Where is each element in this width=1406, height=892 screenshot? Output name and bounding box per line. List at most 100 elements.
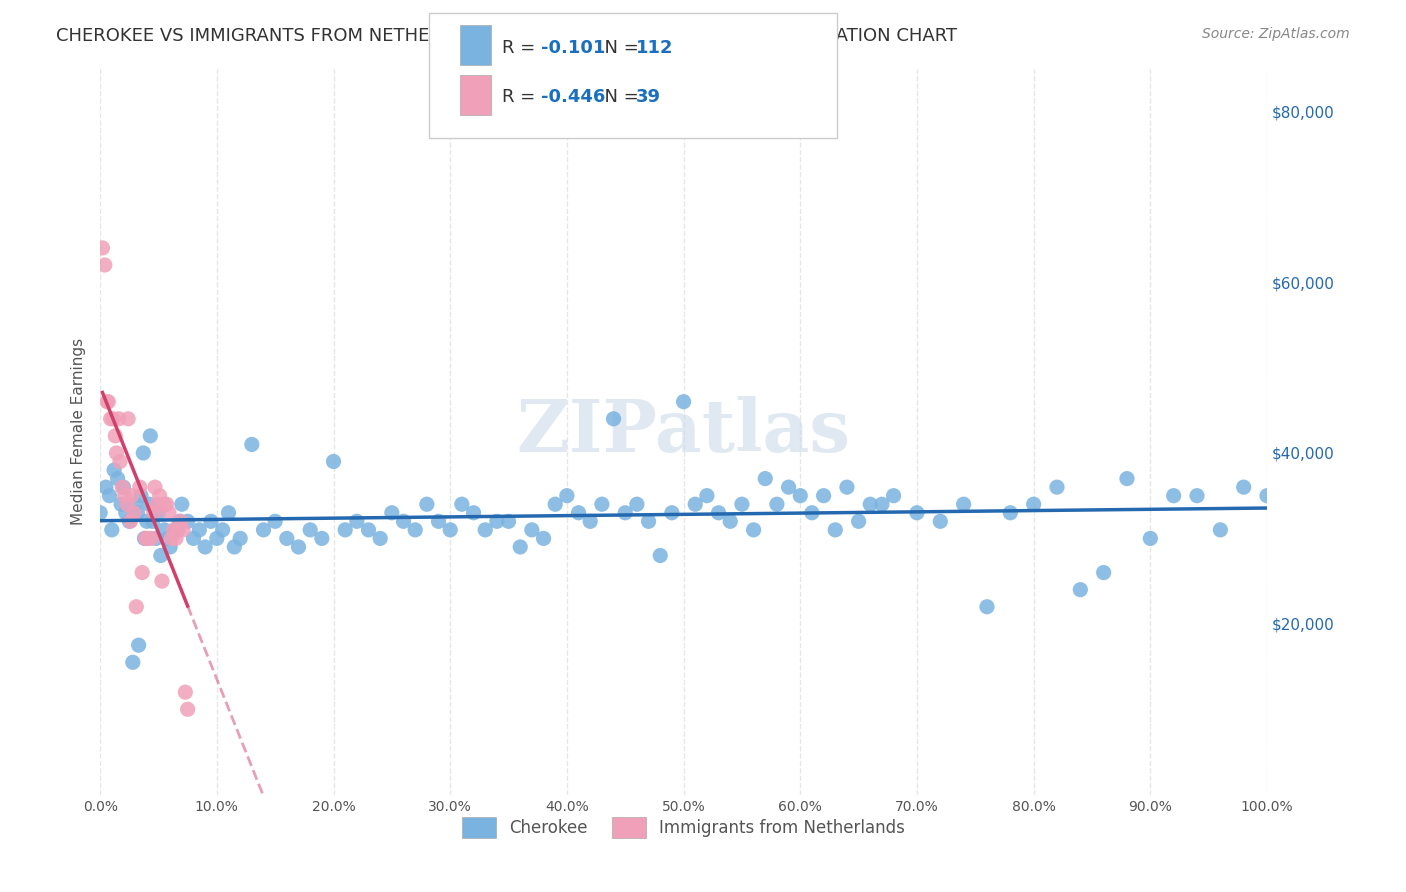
Immigrants from Netherlands — [105, 446, 128, 460]
Cherokee — [183, 532, 205, 546]
Immigrants from Netherlands — [135, 532, 157, 546]
Cherokee — [129, 489, 152, 503]
Cherokee — [859, 497, 882, 511]
Immigrants from Netherlands — [120, 514, 142, 528]
Cherokee — [1139, 532, 1161, 546]
Cherokee — [211, 523, 233, 537]
Cherokee — [718, 514, 741, 528]
Immigrants from Netherlands — [172, 523, 194, 537]
Cherokee — [188, 523, 211, 537]
Cherokee — [127, 506, 149, 520]
Immigrants from Netherlands — [136, 532, 159, 546]
Cherokee — [520, 523, 543, 537]
Cherokee — [463, 506, 485, 520]
Cherokee — [148, 506, 170, 520]
Cherokee — [614, 506, 637, 520]
Cherokee — [929, 514, 952, 528]
Cherokee — [124, 497, 146, 511]
Cherokee — [322, 454, 344, 468]
Cherokee — [498, 514, 520, 528]
Text: Source: ZipAtlas.com: Source: ZipAtlas.com — [1202, 27, 1350, 41]
Immigrants from Netherlands — [146, 497, 169, 511]
Immigrants from Netherlands — [174, 685, 197, 699]
Y-axis label: Median Female Earnings: Median Female Earnings — [72, 338, 86, 525]
Cherokee — [1163, 489, 1185, 503]
Cherokee — [139, 429, 162, 443]
Cherokee — [870, 497, 893, 511]
Cherokee — [118, 514, 141, 528]
Cherokee — [229, 532, 252, 546]
Immigrants from Netherlands — [107, 412, 129, 426]
Cherokee — [555, 489, 578, 503]
Cherokee — [287, 540, 309, 554]
Cherokee — [650, 549, 672, 563]
Cherokee — [416, 497, 439, 511]
Cherokee — [170, 497, 193, 511]
Cherokee — [311, 532, 333, 546]
Cherokee — [800, 506, 823, 520]
Cherokee — [335, 523, 357, 537]
Immigrants from Netherlands — [160, 532, 183, 546]
Cherokee — [591, 497, 613, 511]
Cherokee — [731, 497, 754, 511]
Cherokee — [264, 514, 287, 528]
Immigrants from Netherlands — [163, 523, 186, 537]
Cherokee — [169, 514, 191, 528]
Cherokee — [1233, 480, 1256, 494]
Cherokee — [905, 506, 928, 520]
Immigrants from Netherlands — [121, 489, 143, 503]
Cherokee — [567, 506, 589, 520]
Immigrants from Netherlands — [143, 480, 166, 494]
Immigrants from Netherlands — [122, 506, 145, 520]
Immigrants from Netherlands — [142, 506, 165, 520]
Cherokee — [110, 497, 132, 511]
Cherokee — [149, 549, 172, 563]
Cherokee — [485, 514, 508, 528]
Cherokee — [165, 523, 187, 537]
Cherokee — [1046, 480, 1069, 494]
Cherokee — [883, 489, 905, 503]
Cherokee — [976, 599, 998, 614]
Immigrants from Netherlands — [101, 412, 124, 426]
Cherokee — [205, 532, 228, 546]
Immigrants from Netherlands — [165, 532, 187, 546]
Cherokee — [813, 489, 835, 503]
Cherokee — [696, 489, 718, 503]
Cherokee — [224, 540, 246, 554]
Immigrants from Netherlands — [150, 574, 173, 588]
Cherokee — [766, 497, 789, 511]
Cherokee — [252, 523, 274, 537]
Text: CHEROKEE VS IMMIGRANTS FROM NETHERLANDS MEDIAN FEMALE EARNINGS CORRELATION CHART: CHEROKEE VS IMMIGRANTS FROM NETHERLANDS … — [56, 27, 957, 45]
Immigrants from Netherlands — [167, 523, 190, 537]
Cherokee — [392, 514, 415, 528]
Cherokee — [707, 506, 730, 520]
Cherokee — [1116, 472, 1139, 486]
Cherokee — [276, 532, 298, 546]
Cherokee — [218, 506, 240, 520]
Cherokee — [94, 480, 117, 494]
Cherokee — [544, 497, 567, 511]
Cherokee — [404, 523, 426, 537]
Immigrants from Netherlands — [111, 480, 134, 494]
Immigrants from Netherlands — [149, 489, 172, 503]
Immigrants from Netherlands — [153, 497, 176, 511]
Cherokee — [381, 506, 404, 520]
Text: ZIPatlas: ZIPatlas — [516, 396, 851, 467]
Cherokee — [778, 480, 800, 494]
Cherokee — [176, 514, 198, 528]
Immigrants from Netherlands — [100, 412, 122, 426]
Cherokee — [1069, 582, 1091, 597]
Cherokee — [1000, 506, 1022, 520]
Cherokee — [661, 506, 683, 520]
Text: -0.101: -0.101 — [541, 38, 606, 56]
Text: -0.446: -0.446 — [541, 88, 606, 106]
Text: R =: R = — [502, 88, 541, 106]
Cherokee — [114, 506, 136, 520]
Cherokee — [142, 514, 165, 528]
Immigrants from Netherlands — [176, 702, 198, 716]
Cherokee — [626, 497, 648, 511]
Cherokee — [952, 497, 974, 511]
Cherokee — [132, 446, 155, 460]
Immigrants from Netherlands — [108, 454, 131, 468]
Cherokee — [474, 523, 496, 537]
